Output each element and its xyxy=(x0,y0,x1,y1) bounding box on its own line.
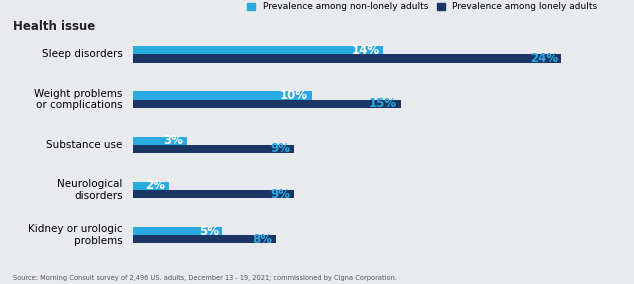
Text: 9%: 9% xyxy=(270,142,290,155)
Text: 8%: 8% xyxy=(252,233,273,246)
Text: Health issue: Health issue xyxy=(13,20,95,33)
Text: 9%: 9% xyxy=(270,188,290,201)
Text: Source: Morning Consult survey of 2,496 US. adults, December 13 - 19, 2021; comm: Source: Morning Consult survey of 2,496 … xyxy=(13,275,397,281)
Text: 14%: 14% xyxy=(351,44,379,57)
Bar xyxy=(133,227,223,235)
Text: 2%: 2% xyxy=(145,179,165,193)
Legend: Prevalence among non-lonely adults, Prevalence among lonely adults: Prevalence among non-lonely adults, Prev… xyxy=(243,0,601,15)
Bar xyxy=(133,190,294,198)
Text: 15%: 15% xyxy=(369,97,398,110)
Bar xyxy=(133,46,383,55)
Bar xyxy=(133,100,401,108)
Bar xyxy=(133,55,562,62)
Bar xyxy=(133,235,276,243)
Bar xyxy=(133,145,294,153)
Text: 5%: 5% xyxy=(199,225,219,238)
Text: 24%: 24% xyxy=(530,52,558,65)
Text: 3%: 3% xyxy=(163,134,183,147)
Bar xyxy=(133,182,169,190)
Bar xyxy=(133,137,186,145)
Bar xyxy=(133,91,311,100)
Text: 10%: 10% xyxy=(280,89,308,102)
